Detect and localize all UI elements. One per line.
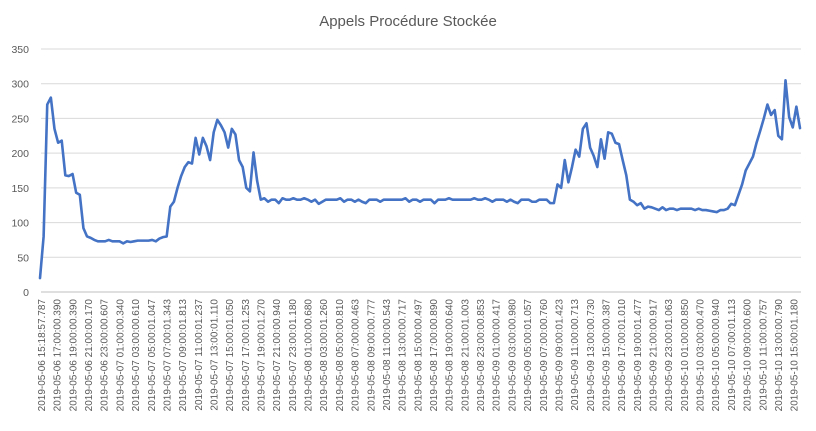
x-tick-label: 2019-05-09 19:00:01.477 <box>633 299 644 412</box>
x-tick-label: 2019-05-06 15:18:57.787 <box>37 299 48 412</box>
series-line-0 <box>38 78 802 280</box>
y-tick-label: 100 <box>11 218 29 230</box>
x-tick-label: 2019-05-07 15:00:01.050 <box>225 299 236 412</box>
x-tick-label: 2019-05-07 05:00:01.047 <box>147 299 158 412</box>
x-tick-label: 2019-05-09 09:00:01.423 <box>554 299 565 412</box>
x-tick-label: 2019-05-09 03:00:00.980 <box>507 299 518 412</box>
y-tick-label: 150 <box>11 183 29 195</box>
x-tick-label: 2019-05-09 13:00:00.730 <box>586 299 597 412</box>
x-tick-label: 2019-05-06 23:00:00.607 <box>100 299 111 412</box>
x-tick-label: 2019-05-10 15:00:01.180 <box>790 299 801 412</box>
x-tick-label: 2019-05-10 11:00:00.757 <box>758 299 769 411</box>
y-tick-label: 250 <box>11 113 29 125</box>
x-tick-label: 2019-05-06 19:00:00.390 <box>68 299 79 412</box>
x-tick-label: 2019-05-06 21:00:00.170 <box>84 299 95 412</box>
y-tick-label: 300 <box>11 79 29 91</box>
x-tick-label: 2019-05-07 17:00:01.253 <box>241 299 252 412</box>
x-tick-label: 2019-05-07 21:00:00.940 <box>272 299 283 412</box>
x-tick-label: 2019-05-08 07:00:00.463 <box>351 299 362 412</box>
x-tick-label: 2019-05-09 07:00:00.760 <box>539 299 550 412</box>
chart-title: Appels Procédure Stockée <box>319 13 497 30</box>
y-tick-label: 350 <box>11 44 29 56</box>
x-tick-label: 2019-05-10 05:00:00.940 <box>711 299 722 412</box>
x-tick-label: 2019-05-09 11:00:00.713 <box>570 299 581 411</box>
y-tick-label: 50 <box>17 252 29 264</box>
x-tick-label: 2019-05-10 13:00:00.790 <box>774 299 785 412</box>
x-tick-label: 2019-05-07 13:00:01.110 <box>209 299 220 411</box>
x-tick-label: 2019-05-07 11:00:01.237 <box>194 299 205 411</box>
x-tick-label: 2019-05-09 01:00:00.417 <box>492 299 503 412</box>
x-tick-label: 2019-05-09 15:00:00.387 <box>601 299 612 412</box>
x-tick-label: 2019-05-10 07:00:01.113 <box>727 299 738 411</box>
x-tick-label: 2019-05-08 19:00:00.640 <box>445 299 456 412</box>
x-tick-label: 2019-05-08 11:00:00.543 <box>382 299 393 411</box>
x-tick-label: 2019-05-10 03:00:00.470 <box>696 299 707 412</box>
x-tick-label: 2019-05-08 23:00:00.853 <box>476 299 487 412</box>
x-tick-label: 2019-05-08 03:00:01.260 <box>319 299 330 412</box>
x-tick-label: 2019-05-07 03:00:00.610 <box>131 299 142 412</box>
y-tick-label: 0 <box>23 287 29 299</box>
y-axis-tick-labels: 0 50 100 150 200 250 300 350 <box>11 44 29 299</box>
x-tick-label: 2019-05-09 17:00:01.010 <box>617 299 628 412</box>
x-tick-label: 2019-05-06 17:00:00.390 <box>53 299 64 412</box>
x-tick-label: 2019-05-07 07:00:01.343 <box>162 299 173 412</box>
x-axis-tick-labels: 2019-05-06 15:18:57.787 2019-05-06 17:00:… <box>37 299 801 412</box>
x-tick-label: 2019-05-07 09:00:01.813 <box>178 299 189 412</box>
x-tick-label: 2019-05-08 21:00:01.003 <box>460 299 471 412</box>
x-tick-label: 2019-05-08 05:00:00.810 <box>335 299 346 412</box>
x-tick-label: 2019-05-10 01:00:00.850 <box>680 299 691 412</box>
x-tick-label: 2019-05-08 17:00:00.890 <box>429 299 440 412</box>
series-layer <box>38 78 802 280</box>
x-tick-label: 2019-05-08 09:00:00.777 <box>366 299 377 412</box>
x-tick-label: 2019-05-07 23:00:01.180 <box>288 299 299 412</box>
x-tick-label: 2019-05-10 09:00:00.600 <box>743 299 754 412</box>
x-tick-label: 2019-05-07 01:00:00.340 <box>115 299 126 412</box>
x-tick-label: 2019-05-08 13:00:00.717 <box>398 299 409 412</box>
x-tick-label: 2019-05-08 15:00:00.497 <box>413 299 424 412</box>
x-tick-label: 2019-05-07 19:00:01.270 <box>257 299 268 412</box>
x-tick-label: 2019-05-09 21:00:00.917 <box>649 299 660 412</box>
y-tick-label: 200 <box>11 148 29 160</box>
x-tick-label: 2019-05-09 23:00:01.063 <box>664 299 675 412</box>
gridlines <box>41 48 801 258</box>
x-tick-label: 2019-05-08 01:00:00.680 <box>304 299 315 412</box>
x-tick-label: 2019-05-09 05:00:01.057 <box>523 299 534 412</box>
